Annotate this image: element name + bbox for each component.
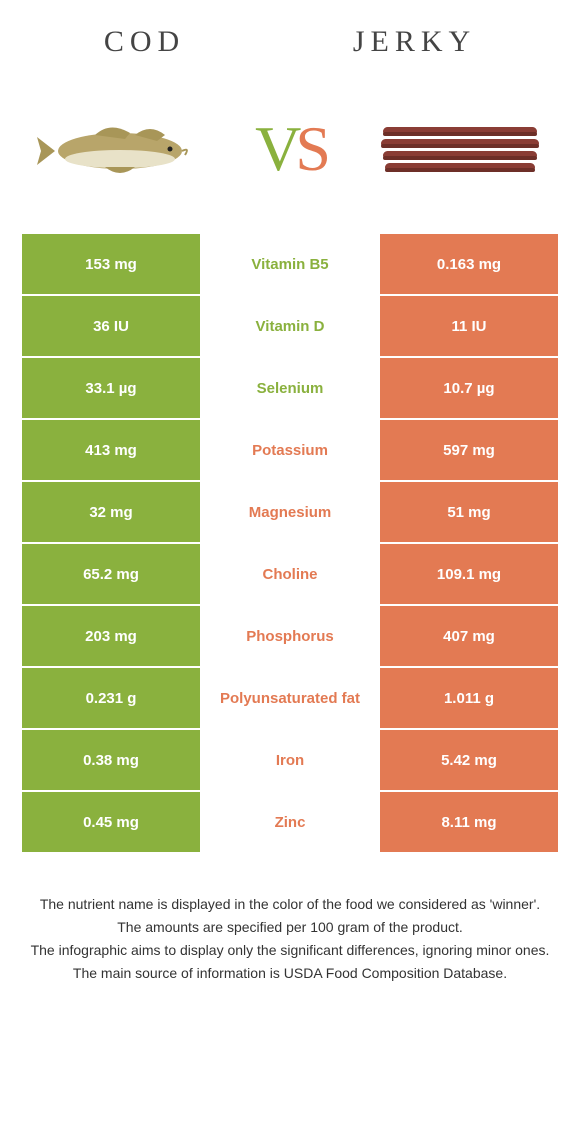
cell-nutrient-name: Vitamin B5 <box>200 234 380 294</box>
cell-nutrient-name: Magnesium <box>200 482 380 542</box>
cell-left-value: 413 mg <box>22 420 200 480</box>
cell-right-value: 51 mg <box>380 482 558 542</box>
cell-nutrient-name: Potassium <box>200 420 380 480</box>
cell-right-value: 11 IU <box>380 296 558 356</box>
cell-nutrient-name: Selenium <box>200 358 380 418</box>
cell-left-value: 203 mg <box>22 606 200 666</box>
cell-nutrient-name: Iron <box>200 730 380 790</box>
cell-left-value: 65.2 mg <box>22 544 200 604</box>
cod-image <box>35 104 205 194</box>
table-row: 203 mgPhosphorus407 mg <box>22 606 558 666</box>
table-row: 413 mgPotassium597 mg <box>22 420 558 480</box>
table-row: 33.1 µgSelenium10.7 µg <box>22 358 558 418</box>
table-row: 0.45 mgZinc8.11 mg <box>22 792 558 852</box>
footer-line: The main source of information is USDA F… <box>30 963 550 984</box>
cell-right-value: 597 mg <box>380 420 558 480</box>
title-left: Cod <box>104 25 185 59</box>
footer-line: The infographic aims to display only the… <box>30 940 550 961</box>
footer-line: The nutrient name is displayed in the co… <box>30 894 550 915</box>
header-row: Cod Jerky <box>0 0 580 74</box>
cell-left-value: 36 IU <box>22 296 200 356</box>
footer-line: The amounts are specified per 100 gram o… <box>30 917 550 938</box>
table-row: 32 mgMagnesium51 mg <box>22 482 558 542</box>
table-row: 36 IUVitamin D11 IU <box>22 296 558 356</box>
table-row: 0.231 gPolyunsaturated fat1.011 g <box>22 668 558 728</box>
cell-left-value: 32 mg <box>22 482 200 542</box>
cell-left-value: 153 mg <box>22 234 200 294</box>
vs-v: V <box>255 112 295 186</box>
cell-right-value: 0.163 mg <box>380 234 558 294</box>
cell-left-value: 0.38 mg <box>22 730 200 790</box>
cell-left-value: 33.1 µg <box>22 358 200 418</box>
table-row: 0.38 mgIron5.42 mg <box>22 730 558 790</box>
cell-right-value: 8.11 mg <box>380 792 558 852</box>
cell-nutrient-name: Phosphorus <box>200 606 380 666</box>
cell-nutrient-name: Vitamin D <box>200 296 380 356</box>
cell-right-value: 5.42 mg <box>380 730 558 790</box>
cell-nutrient-name: Zinc <box>200 792 380 852</box>
footer-notes: The nutrient name is displayed in the co… <box>0 854 580 1006</box>
cell-right-value: 109.1 mg <box>380 544 558 604</box>
table-row: 65.2 mgCholine109.1 mg <box>22 544 558 604</box>
vs-label: VS <box>255 112 325 186</box>
jerky-image <box>375 104 545 194</box>
cell-nutrient-name: Polyunsaturated fat <box>200 668 380 728</box>
table-row: 153 mgVitamin B50.163 mg <box>22 234 558 294</box>
title-right: Jerky <box>353 25 476 59</box>
images-row: VS <box>0 74 580 234</box>
cell-right-value: 10.7 µg <box>380 358 558 418</box>
cell-left-value: 0.45 mg <box>22 792 200 852</box>
cell-right-value: 407 mg <box>380 606 558 666</box>
nutrient-table: 153 mgVitamin B50.163 mg36 IUVitamin D11… <box>22 234 558 852</box>
cell-right-value: 1.011 g <box>380 668 558 728</box>
vs-s: S <box>295 112 325 186</box>
cell-nutrient-name: Choline <box>200 544 380 604</box>
cell-left-value: 0.231 g <box>22 668 200 728</box>
